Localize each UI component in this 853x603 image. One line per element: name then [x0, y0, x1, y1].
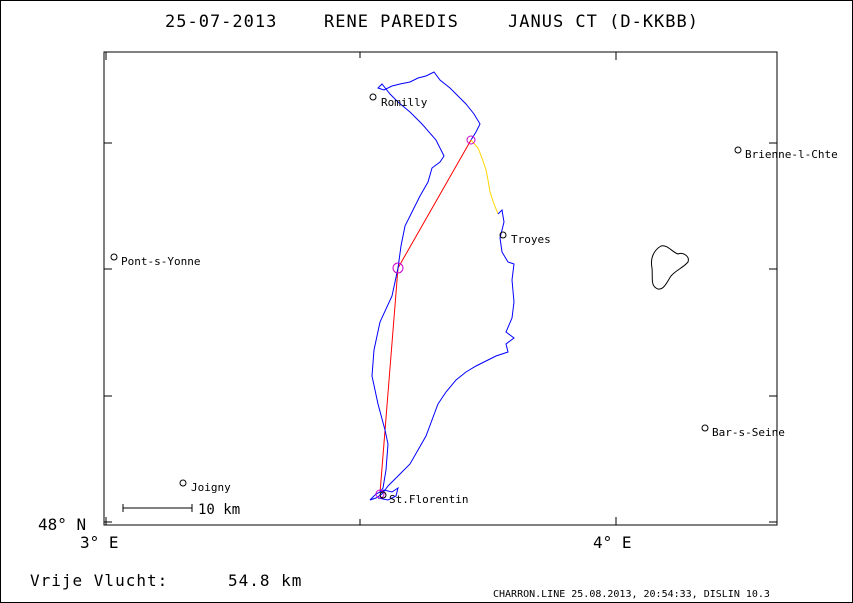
town-brienne: Brienne-l-Chte: [734, 146, 838, 161]
town-label: Joigny: [191, 481, 231, 494]
town-joigny: Joigny: [179, 479, 231, 494]
turnpoint-marker: [375, 489, 385, 499]
town-label: Romilly: [381, 96, 428, 109]
plot-frame: [103, 51, 778, 526]
title-glider: JANUS CT (D-KKBB): [508, 12, 699, 32]
flight-track-yellow: [470, 139, 499, 215]
town-st-florentin: St.Florentin: [379, 491, 468, 506]
scale-bar: [122, 504, 193, 512]
town-label: Brienne-l-Chte: [745, 148, 838, 161]
town-label: St.Florentin: [389, 493, 468, 506]
town-pont-s-yonne: Pont-s-Yonne: [110, 253, 200, 268]
turnpoint-marker: [392, 262, 404, 274]
turnpoint-marker: [466, 135, 476, 145]
title-date: 25-07-2013: [165, 12, 277, 32]
town-label: Bar-s-Seine: [712, 426, 785, 439]
town-troyes: Troyes: [499, 231, 551, 246]
axis-ticks: [104, 52, 777, 525]
town-label: Troyes: [511, 233, 551, 246]
task-line: [379, 139, 472, 494]
distance-value: 54.8 km: [228, 571, 302, 590]
scale-bar-label: 10 km: [198, 502, 240, 518]
town-romilly: Romilly: [369, 93, 428, 109]
town-label: Pont-s-Yonne: [121, 255, 200, 268]
lat-label: 48° N: [38, 515, 86, 534]
lon-label-4e: 4° E: [593, 533, 632, 552]
title-pilot: RENE PAREDIS: [324, 12, 459, 32]
town-bar-s-seine: Bar-s-Seine: [701, 424, 785, 439]
lake-outline: [651, 245, 689, 290]
distance-label: Vrije Vlucht:: [30, 571, 168, 590]
flight-track-return: [369, 208, 515, 501]
credit-line: CHARRON.LINE 25.08.2013, 20:54:33, DISLI…: [493, 589, 770, 600]
flight-track: [371, 71, 481, 493]
lon-label-3e: 3° E: [80, 533, 119, 552]
